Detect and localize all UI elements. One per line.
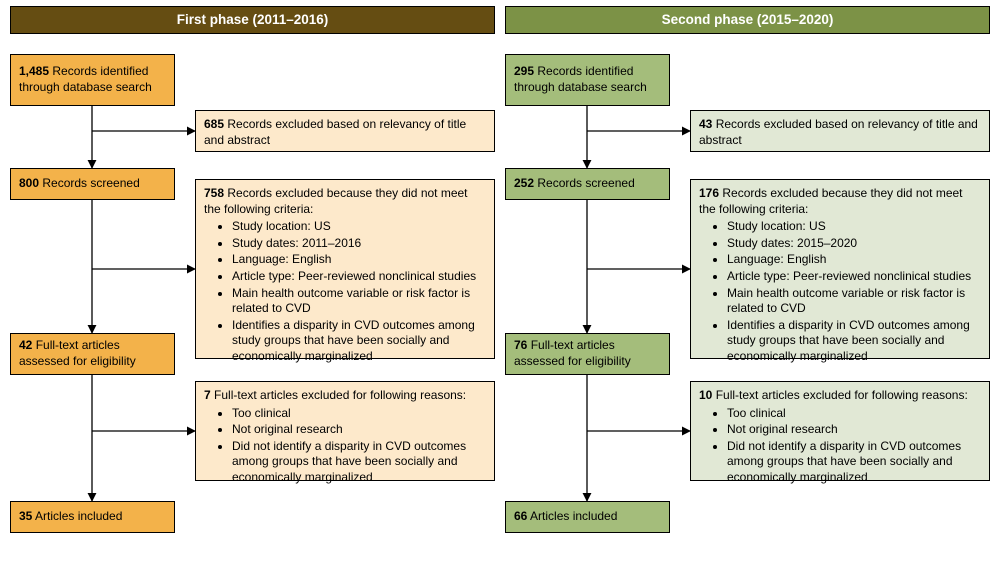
- first-s2: 758 Records excluded because they did no…: [195, 179, 495, 359]
- second-b4: 66 Articles included: [505, 501, 670, 533]
- phase-header-first: First phase (2011–2016): [10, 6, 495, 34]
- second-s3: 10 Full-text articles excluded for follo…: [690, 381, 990, 481]
- first-s3: 7 Full-text articles excluded for follow…: [195, 381, 495, 481]
- first-b3: 42 Full-text articles assessed for eligi…: [10, 333, 175, 375]
- first-b2: 800 Records screened: [10, 168, 175, 200]
- first-s1: 685 Records excluded based on relevancy …: [195, 110, 495, 152]
- second-b3: 76 Full-text articles assessed for eligi…: [505, 333, 670, 375]
- phase-header-second: Second phase (2015–2020): [505, 6, 990, 34]
- second-s2: 176 Records excluded because they did no…: [690, 179, 990, 359]
- first-b4: 35 Articles included: [10, 501, 175, 533]
- second-s1: 43 Records excluded based on relevancy o…: [690, 110, 990, 152]
- second-b2: 252 Records screened: [505, 168, 670, 200]
- second-b1: 295 Records identified through database …: [505, 54, 670, 106]
- first-b1: 1,485 Records identified through databas…: [10, 54, 175, 106]
